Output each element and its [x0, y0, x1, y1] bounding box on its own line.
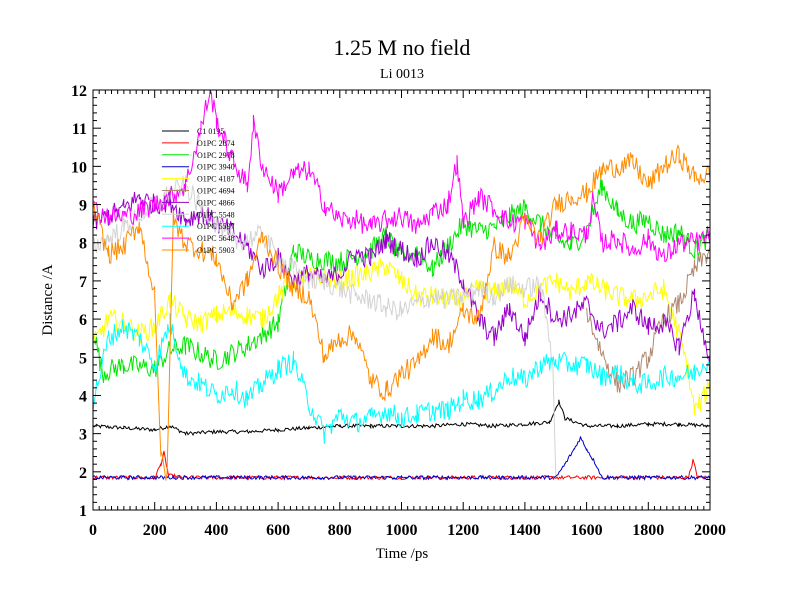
legend-label-3: O1PC 3940 [197, 163, 235, 172]
x-tick-label: 1400 [509, 522, 541, 539]
y-tick-label: 1 [79, 503, 87, 520]
series-line-0 [92, 399, 711, 437]
y-tick-label: 10 [71, 159, 87, 176]
legend-label-2: O1PC 2978 [197, 151, 235, 160]
chart-title: 1.25 M no field [334, 35, 471, 60]
series-line-9 [92, 89, 711, 263]
series-line-5 [586, 246, 711, 393]
x-tick-label: 400 [204, 522, 228, 539]
x-tick-label: 0 [89, 522, 97, 539]
chart-subtitle: Li 0013 [380, 67, 424, 82]
axes-layer: 0 200 400 600 800 1000 1200 1400 1600 1800 2000123… [71, 83, 726, 539]
legend-label-5: O1PC 4694 [197, 187, 235, 196]
series-line-6 [92, 191, 711, 377]
y-axis-label: Distance /A [40, 264, 56, 335]
y-tick-label: 6 [79, 312, 87, 329]
y-tick-label: 2 [79, 465, 87, 482]
x-tick-label: 800 [328, 522, 352, 539]
y-tick-label: 12 [71, 83, 87, 100]
legend-label-8: O1PC 5597 [197, 222, 235, 231]
x-tick-label: 1000 [386, 522, 418, 539]
legend: C1 0195 O1PC 2874 O1PC 2978 O1PC 3940 O1PC 4… [162, 127, 235, 255]
y-tick-label: 3 [79, 427, 87, 444]
x-tick-label: 1600 [571, 522, 603, 539]
legend-label-7: O1PC 5548 [197, 210, 235, 219]
legend-label-1: O1PC 2874 [197, 139, 235, 148]
legend-label-4: O1PC 4187 [197, 175, 235, 184]
x-axis-label: Time /ps [376, 546, 429, 562]
legend-label-0: C1 0195 [197, 127, 224, 136]
y-tick-label: 4 [79, 388, 87, 405]
y-tick-label: 8 [79, 236, 87, 253]
series-line-8 [92, 313, 711, 444]
series-line-3 [92, 436, 711, 481]
series-line-10 [92, 144, 711, 481]
legend-label-9: O1PC 5648 [197, 234, 235, 243]
series-line-7 [92, 175, 557, 476]
y-tick-label: 9 [79, 198, 87, 215]
x-tick-label: 1200 [447, 522, 479, 539]
x-tick-label: 200 [143, 522, 167, 539]
series-line-4 [92, 256, 711, 416]
series-layer [92, 89, 711, 482]
x-tick-label: 600 [266, 522, 290, 539]
y-tick-label: 11 [72, 121, 87, 138]
legend-label-6: O1PC 4866 [197, 198, 235, 207]
legend-label-10: O1PC 5903 [197, 246, 235, 255]
x-tick-label: 2000 [694, 522, 726, 539]
x-tick-label: 1800 [632, 522, 664, 539]
y-tick-label: 7 [79, 274, 87, 291]
y-tick-label: 5 [79, 350, 87, 367]
